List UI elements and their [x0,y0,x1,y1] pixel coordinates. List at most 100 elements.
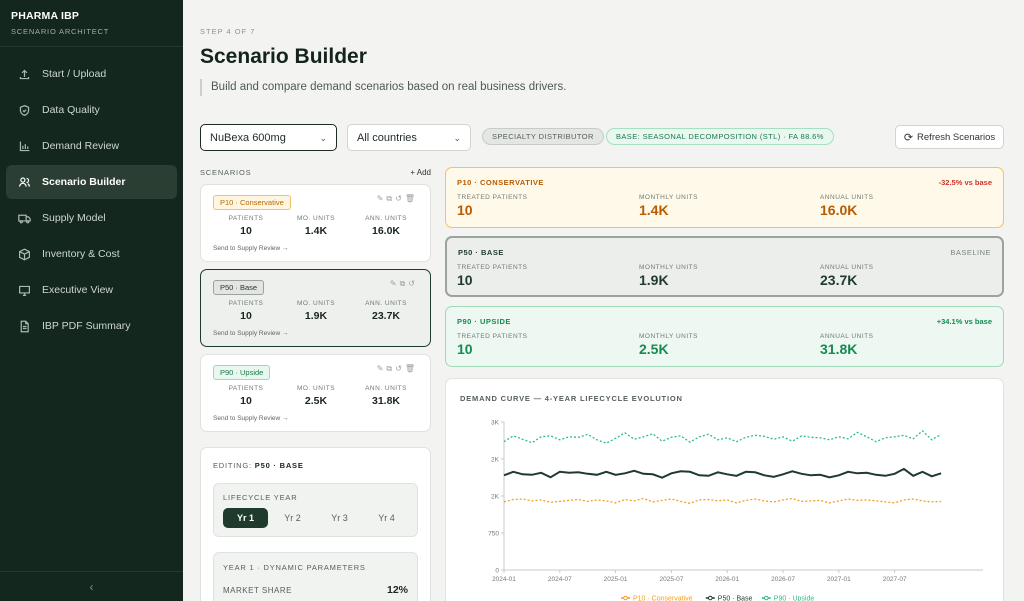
tab-yr-4[interactable]: Yr 4 [378,513,395,523]
scenario-badge: P90 · Upside [213,365,271,380]
summary-monthly: MONTHLY UNITS 2.5K [639,333,698,357]
legend-marker-upside [764,595,769,601]
edit-icon[interactable]: ✎ [376,364,387,373]
monitor-icon [17,283,31,297]
shield-icon [17,103,31,117]
reset-icon[interactable]: ↺ [408,279,418,288]
summary-annual: ANNUAL UNITS 31.8K [820,333,873,357]
chevron-down-icon: ⌄ [319,133,327,143]
metric-patients: PATIENTS 10 [211,215,281,237]
summary-label: TREATED PATIENTS [457,264,528,271]
summary-monthly: MONTHLY UNITS 1.4K [639,194,698,218]
sidebar-item-data-quality[interactable]: Data Quality [6,93,177,127]
tab-yr-2[interactable]: Yr 2 [284,513,301,523]
copy-icon[interactable]: ⧉ [399,279,409,288]
metric-label: PATIENTS [228,215,264,222]
card-actions: ✎⧉↺ [390,279,418,289]
dynamic-parameters: YEAR 1 · DYNAMIC PARAMETERS MARKET SHARE… [213,552,418,601]
scenario-card-base[interactable]: P50 · Base ✎⧉↺ PATIENTS 10 MO. UNITS 1.9K … [200,269,431,347]
legend-label-upside: P90 · Upside [774,596,815,601]
reset-icon[interactable]: ↺ [395,194,405,203]
scenario-badge: P10 · Conservative [213,195,291,210]
product-select[interactable]: NuBexa 600mg ⌄ [200,124,337,151]
metric-label: MO. UNITS [296,215,336,222]
scenario-card-conservative[interactable]: P10 · Conservative ✎⧉↺🗑 PATIENTS 10 MO. U… [200,184,431,262]
x-tick-label: 2027-07 [883,576,907,583]
main-content: STEP 4 OF 7 Scenario Builder Build and c… [183,0,1024,601]
metric-value: 23.7K [371,310,401,322]
summary-patients: TREATED PATIENTS 10 [457,194,527,218]
card-actions: ✎⧉↺🗑 [377,364,418,374]
delete-icon[interactable]: 🗑 [404,194,418,203]
scenario-badge: P50 · Base [213,280,265,295]
summary-delta: +34.1% vs base [936,317,992,326]
metric-patients: PATIENTS 10 [211,385,281,407]
summary-card-upside: P90 · UPSIDE +34.1% vs base TREATED PATI… [445,306,1004,367]
scenario-card-upside[interactable]: P90 · Upside ✎⧉↺🗑 PATIENTS 10 MO. UNITS 2.… [200,354,431,432]
sidebar-item-label: Start / Upload [42,68,107,80]
summary-patients: TREATED PATIENTS 10 [457,264,527,288]
summary-value: 10 [457,272,473,288]
summary-label: MONTHLY UNITS [639,194,698,201]
sidebar-item-label: Data Quality [42,104,100,116]
copy-icon[interactable]: ⧉ [386,194,396,203]
reset-icon[interactable]: ↺ [395,364,405,373]
summary-annual: ANNUAL UNITS 16.0K [820,194,873,218]
summary-label: MONTHLY UNITS [639,264,698,271]
x-tick-label: 2024-01 [492,576,516,583]
metric-patients: PATIENTS 10 [211,300,281,322]
metric-monthly: MO. UNITS 1.9K [281,300,351,322]
y-tick-label: 3K [491,420,500,427]
send-to-supply-link[interactable]: Send to Supply Review → [213,245,289,252]
editing-title: EDITING: P50 · BASE [213,461,304,470]
bar-chart-icon [17,139,31,153]
add-scenario-button[interactable]: + Add [410,168,431,177]
metric-label: PATIENTS [228,385,264,392]
sidebar-item-executive-view[interactable]: Executive View [6,273,177,307]
send-to-supply-link[interactable]: Send to Supply Review → [213,415,289,422]
metric-label: PATIENTS [228,300,264,307]
collapse-sidebar-button[interactable]: ‹ [0,571,183,601]
x-tick-label: 2026-01 [715,576,739,583]
sidebar-item-scenario-builder[interactable]: Scenario Builder [6,165,177,199]
copy-icon[interactable]: ⧉ [386,364,396,373]
users-icon [17,175,31,189]
metric-value: 2.5K [304,395,328,407]
lifecycle-year-selector: LIFECYCLE YEAR Yr 1 Yr 2 Yr 3 Yr 4 [213,483,418,537]
delete-icon[interactable]: 🗑 [404,364,418,373]
tab-yr-3[interactable]: Yr 3 [331,513,348,523]
series-line-conservative [503,497,942,505]
chart-title: DEMAND CURVE — 4-YEAR LIFECYCLE EVOLUTIO… [460,394,683,403]
edit-icon[interactable]: ✎ [389,279,400,288]
sidebar-nav: Start / Upload Data Quality Demand Revie… [6,57,177,345]
sidebar-item-label: Inventory & Cost [42,248,120,260]
scenarios-heading: SCENARIOS + Add [200,168,431,177]
truck-icon [17,211,31,225]
sidebar-item-inventory-cost[interactable]: Inventory & Cost [6,237,177,271]
upload-icon [17,67,31,81]
market-share-value: 12% [386,584,408,596]
sidebar-item-demand-review[interactable]: Demand Review [6,129,177,163]
page-subtitle: Build and compare demand scenarios based… [200,79,566,96]
sidebar: PHARMA IBP SCENARIO ARCHITECT Start / Up… [0,0,183,601]
refresh-scenarios-button[interactable]: ⟳ Refresh Scenarios [895,125,1004,149]
tab-yr-1[interactable]: Yr 1 [223,508,268,528]
summary-delta: -32.5% vs base [938,178,992,187]
sidebar-item-supply-model[interactable]: Supply Model [6,201,177,235]
summary-value: 31.8K [820,341,858,357]
sidebar-item-start-upload[interactable]: Start / Upload [6,57,177,91]
metric-value: 1.9K [304,310,328,322]
metric-value: 10 [240,395,252,407]
summary-value: 10 [457,341,473,357]
summary-value: 23.7K [820,272,858,288]
market-share-label: MARKET SHARE [223,586,292,595]
summary-label: ANNUAL UNITS [820,333,874,340]
country-select[interactable]: All countries ⌄ [347,124,471,151]
lifecycle-year-label: LIFECYCLE YEAR [223,493,298,502]
metric-value: 16.0K [371,225,401,237]
refresh-label: Refresh Scenarios [917,131,996,143]
send-to-supply-link[interactable]: Send to Supply Review → [213,330,289,337]
summary-value: 1.9K [639,272,669,288]
sidebar-item-ibp-pdf-summary[interactable]: IBP PDF Summary [6,309,177,343]
edit-icon[interactable]: ✎ [376,194,387,203]
